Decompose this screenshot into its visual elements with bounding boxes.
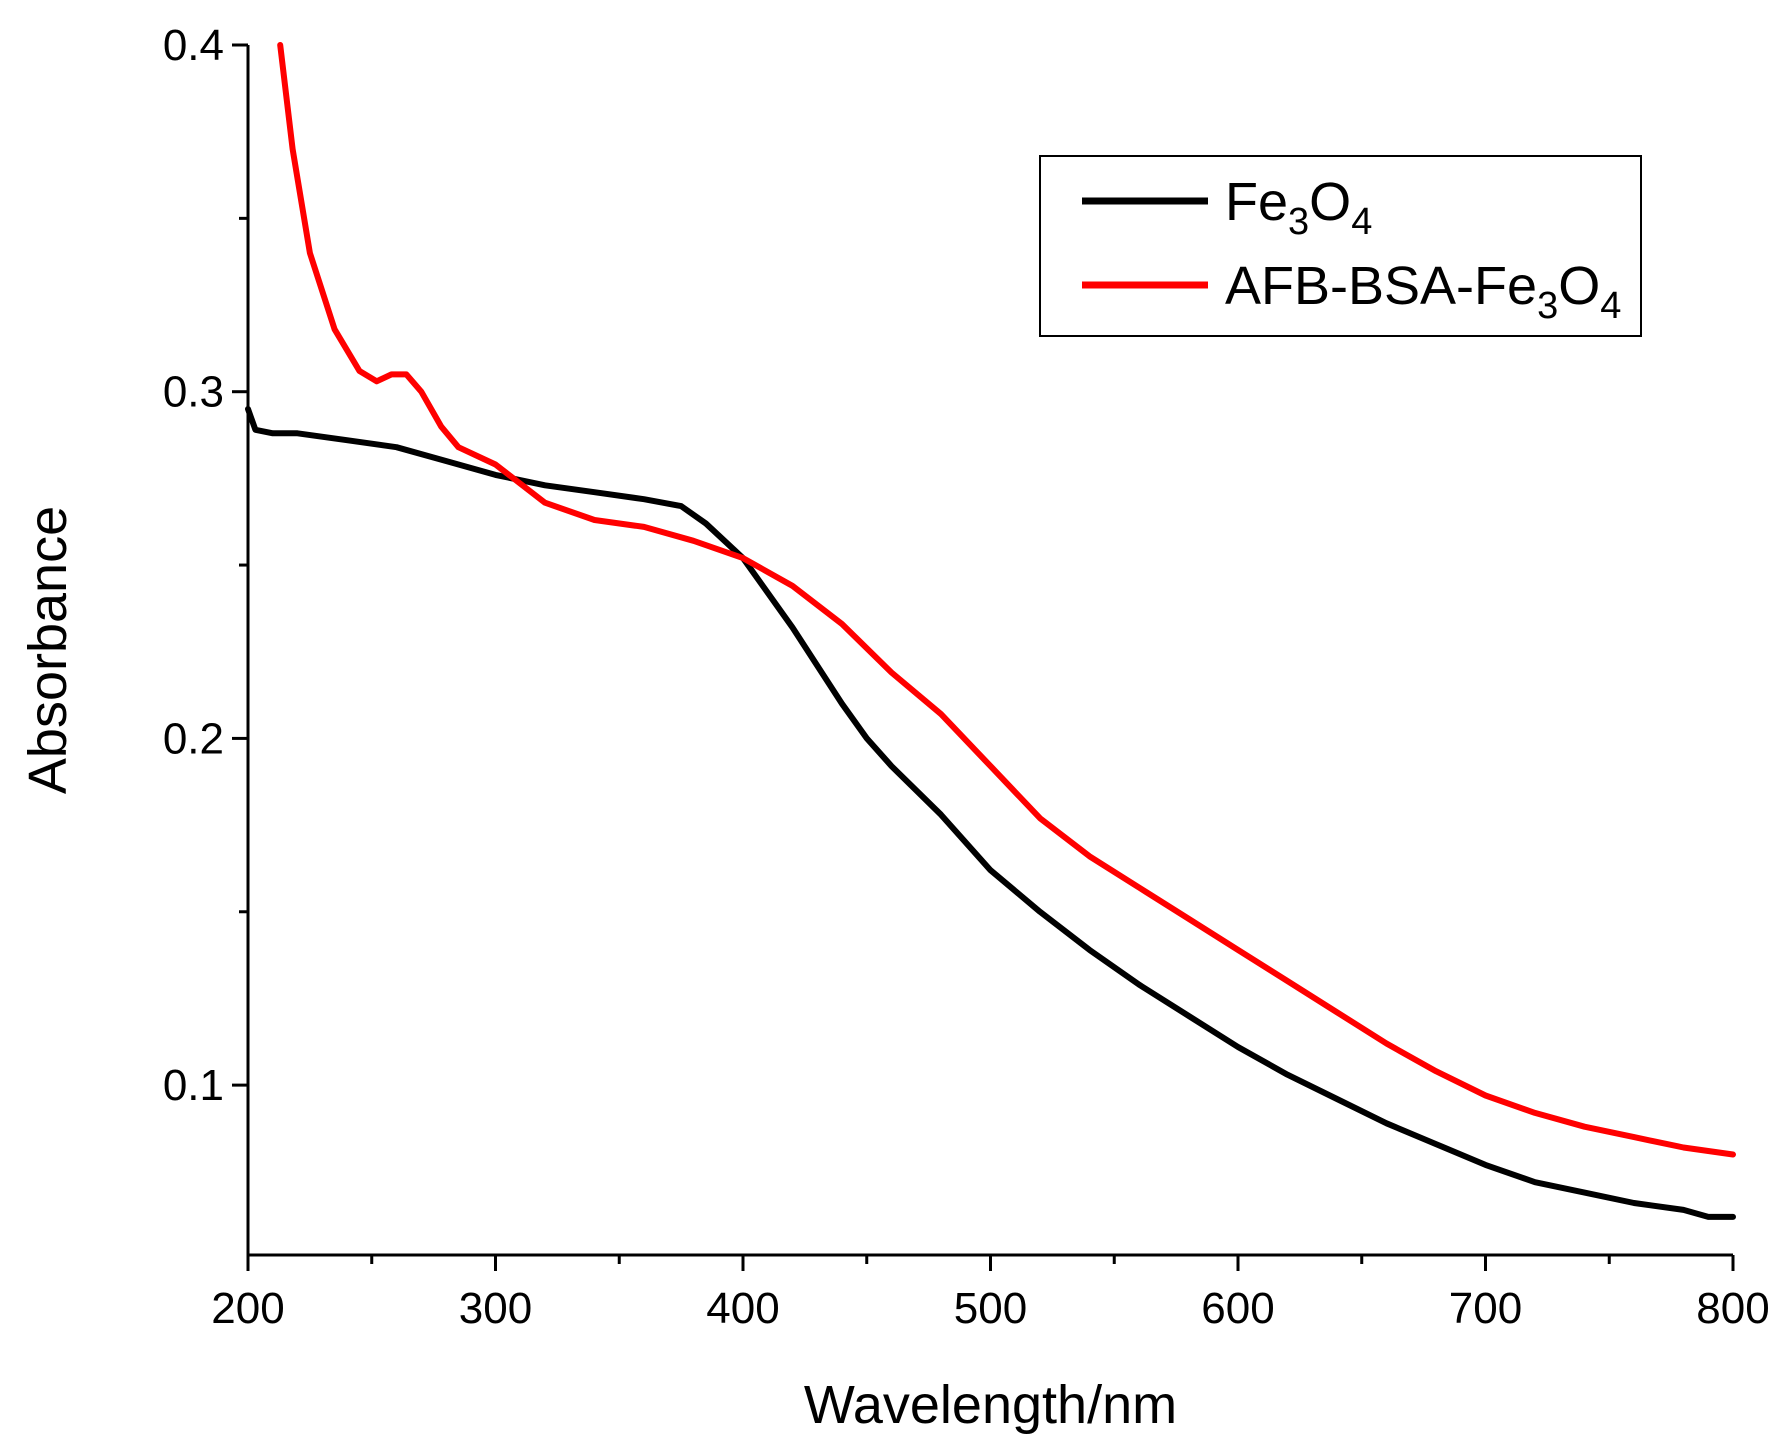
x-tick-label: 600 — [1201, 1284, 1274, 1333]
y-ticks: 0.1 0.2 0.3 0.4 — [163, 21, 248, 1110]
y-tick-label: 0.3 — [163, 368, 224, 417]
legend-label-part: Fe — [1225, 172, 1288, 232]
y-axis-title: Absorbance — [18, 506, 78, 794]
y-tick-label: 0.4 — [163, 21, 224, 70]
legend-label-part: 3 — [1288, 201, 1309, 243]
legend-label-part: O — [1309, 172, 1351, 232]
x-tick-label: 300 — [459, 1284, 532, 1333]
axes: 200 300 400 500 600 700 800 0.1 0.2 0.3 0.4 — [163, 21, 1770, 1333]
legend-label-part: AFB-BSA-Fe — [1225, 256, 1537, 316]
x-axis-title: Wavelength/nm — [804, 1375, 1177, 1435]
legend-label-part: O — [1558, 256, 1600, 316]
legend-label-part: 4 — [1351, 201, 1372, 243]
x-tick-label: 700 — [1449, 1284, 1522, 1333]
y-tick-label: 0.2 — [163, 714, 224, 763]
legend-label-1: AFB-BSA-Fe3O4 — [1225, 256, 1621, 327]
x-tick-label: 200 — [211, 1284, 284, 1333]
series-line-1 — [277, 42, 1736, 1158]
x-tick-label: 800 — [1696, 1284, 1769, 1333]
legend-label-part: 3 — [1537, 285, 1558, 327]
x-ticks: 200 300 400 500 600 700 800 — [211, 1255, 1770, 1333]
series-line-0 — [245, 406, 1736, 1220]
legend-box — [1039, 155, 1642, 337]
legend-label-part: 4 — [1600, 285, 1621, 327]
y-tick-label: 0.1 — [163, 1061, 224, 1110]
x-tick-label: 400 — [706, 1284, 779, 1333]
legend-label-0: Fe3O4 — [1225, 172, 1372, 243]
x-tick-label: 500 — [954, 1284, 1027, 1333]
series-group — [245, 42, 1736, 1220]
